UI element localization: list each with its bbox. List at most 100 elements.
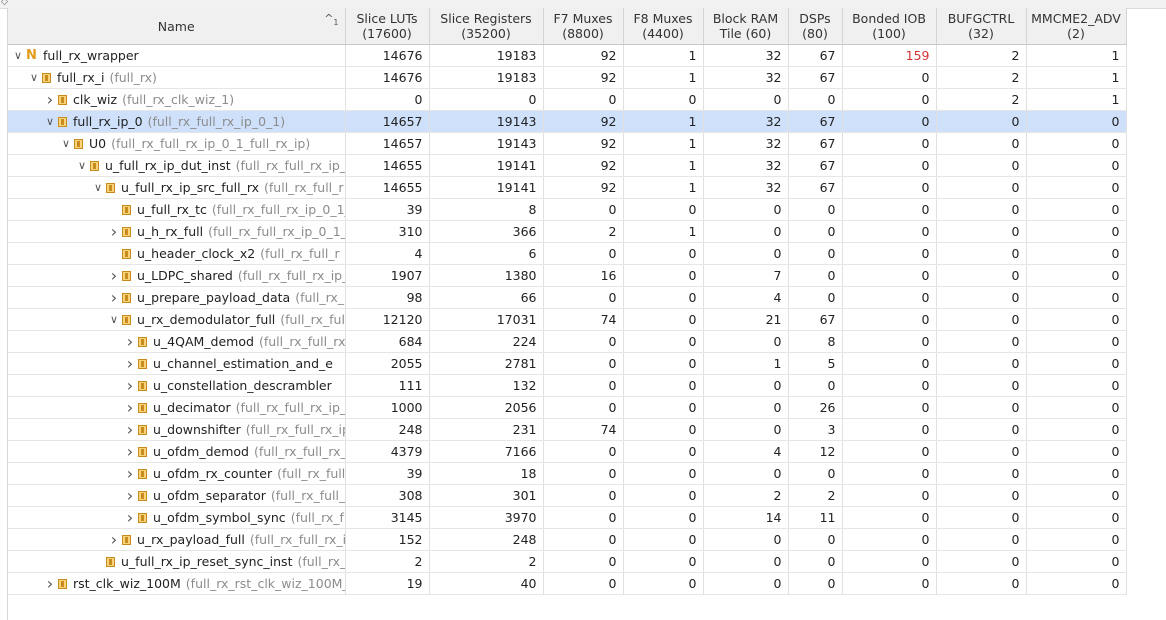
name-cell[interactable]: › u_decimator (full_rx_full_rx_ip_: [8, 396, 346, 419]
chevron-down-icon[interactable]: ∨: [77, 159, 87, 172]
table-row[interactable]: › u_constellation_descrambler 111 132 0 0 0 0 0 0…: [8, 374, 1127, 397]
table-row[interactable]: u_full_rx_ip_reset_sync_inst(full_rx_fu2…: [8, 550, 1127, 573]
instance-name: u_full_rx_ip_src_full_rx: [121, 180, 260, 195]
table-row[interactable]: ∨ full_rx_ip_0 (full_rx_full_rx_ip_0_1) 146…: [8, 110, 1127, 133]
column-header-capacity: (100): [872, 26, 906, 41]
table-row[interactable]: › u_4QAM_demod (full_rx_full_rx 684 224 0 0 0 8 0…: [8, 330, 1127, 353]
table-row[interactable]: › rst_clk_wiz_100M (full_rx_rst_clk_wiz_10…: [8, 572, 1127, 595]
table-row[interactable]: ∨ u_full_rx_ip_src_full_rx (full_rx_full_r…: [8, 176, 1127, 199]
column-header-f8-muxes[interactable]: F8 Muxes (4400): [623, 8, 704, 45]
chevron-right-icon[interactable]: ›: [46, 574, 54, 593]
name-cell[interactable]: › u_ofdm_symbol_sync (full_rx_f: [8, 506, 346, 529]
column-header-f7-muxes[interactable]: F7 Muxes (8800): [543, 8, 624, 45]
chevron-right-icon[interactable]: ›: [126, 354, 134, 373]
name-cell[interactable]: ∨ full_rx_ip_0 (full_rx_full_rx_ip_0_1): [8, 110, 346, 133]
value-cell: 67: [788, 154, 843, 177]
name-cell[interactable]: u_full_rx_tc (full_rx_full_rx_ip_0_1_: [8, 198, 346, 221]
name-cell[interactable]: › u_ofdm_demod (full_rx_full_rx_: [8, 440, 346, 463]
column-header-bufgctrl[interactable]: BUFGCTRL (32): [936, 8, 1027, 45]
chevron-right-icon[interactable]: ›: [126, 464, 134, 483]
name-cell[interactable]: › u_rx_payload_full (full_rx_full_rx_i: [8, 528, 346, 551]
name-cell[interactable]: › u_prepare_payload_data (full_rx_: [8, 286, 346, 309]
name-cell[interactable]: ∨ u_rx_demodulator_full (full_rx_ful: [8, 308, 346, 331]
table-row[interactable]: u_header_clock_x2 (full_rx_full_r 4 6 0 0 0 0 0 0…: [8, 242, 1127, 265]
chevron-right-icon[interactable]: ›: [110, 530, 118, 549]
name-cell[interactable]: › u_4QAM_demod (full_rx_full_rx: [8, 330, 346, 353]
value-cell: 6: [429, 242, 544, 265]
name-cell[interactable]: › u_ofdm_separator (full_rx_full_: [8, 484, 346, 507]
value-cell: 1: [1026, 88, 1127, 111]
sort-ascending-icon[interactable]: ^1: [324, 12, 339, 28]
chevron-right-icon[interactable]: ›: [126, 376, 134, 395]
chevron-right-icon[interactable]: ›: [46, 90, 54, 109]
table-row[interactable]: ∨ U0 (full_rx_full_rx_ip_0_1_full_rx_ip) 14…: [8, 132, 1127, 155]
table-row[interactable]: › u_ofdm_demod (full_rx_full_rx_ 4379 7166 0 0…: [8, 440, 1127, 463]
chevron-down-icon[interactable]: ∨: [45, 115, 55, 128]
chevron-right-icon[interactable]: ›: [126, 508, 134, 527]
name-cell[interactable]: › u_ofdm_rx_counter (full_rx_full: [8, 462, 346, 485]
name-cell[interactable]: ∨ u_full_rx_ip_dut_inst (full_rx_full_rx_i…: [8, 154, 346, 177]
name-cell[interactable]: ∨ u_full_rx_ip_src_full_rx (full_rx_full_r: [8, 176, 346, 199]
table-row[interactable]: › u_prepare_payload_data (full_rx_ 98 66 0 0 4 0…: [8, 286, 1127, 309]
value-cell: 0: [543, 198, 624, 221]
value-cell: 19141: [429, 176, 544, 199]
value-cell: 0: [842, 286, 937, 309]
value-cell: 2: [345, 550, 430, 573]
table-row[interactable]: › u_channel_estimation_and_e 2055 2781 0 0 1 5 0…: [8, 352, 1127, 375]
column-header-bonded-iob[interactable]: Bonded IOB (100): [842, 8, 937, 45]
name-cell[interactable]: › rst_clk_wiz_100M (full_rx_rst_clk_wiz_10…: [8, 572, 346, 595]
chevron-down-icon[interactable]: ∨: [13, 49, 23, 62]
table-row[interactable]: › u_ofdm_rx_counter (full_rx_full 39 18 0 0 0 0 0…: [8, 462, 1127, 485]
chevron-right-icon[interactable]: ›: [126, 420, 134, 439]
module-name: (full_rx_fu: [297, 554, 344, 569]
value-cell: 0: [703, 418, 789, 441]
name-cell[interactable]: › u_channel_estimation_and_e: [8, 352, 346, 375]
chevron-down-icon[interactable]: ∨: [93, 181, 103, 194]
column-header-slice-luts[interactable]: Slice LUTs (17600): [345, 8, 430, 45]
name-cell[interactable]: u_header_clock_x2 (full_rx_full_r: [8, 242, 346, 265]
table-row[interactable]: › u_LDPC_shared (full_rx_full_rx_ip_ 1907 13…: [8, 264, 1127, 287]
table-row[interactable]: u_full_rx_tc (full_rx_full_rx_ip_0_1_ 39 8 0…: [8, 198, 1127, 221]
name-cell[interactable]: › u_LDPC_shared (full_rx_full_rx_ip_: [8, 264, 346, 287]
table-row[interactable]: › clk_wiz (full_rx_clk_wiz_1) 0 0 0 0 0 0 0 2 1: [8, 88, 1127, 111]
chevron-right-icon[interactable]: ›: [110, 266, 118, 285]
chevron-right-icon[interactable]: ›: [126, 486, 134, 505]
value-cell: 12: [788, 440, 843, 463]
name-cell[interactable]: ∨ full_rx_i (full_rx): [8, 66, 346, 89]
name-cell[interactable]: u_full_rx_ip_reset_sync_inst (full_rx_fu: [8, 550, 346, 573]
instance-name: u_ofdm_symbol_sync: [153, 510, 286, 525]
column-header-name[interactable]: Name ^1: [8, 8, 346, 45]
table-row[interactable]: › u_rx_payload_full (full_rx_full_rx_i 152 2…: [8, 528, 1127, 551]
table-row[interactable]: › u_ofdm_symbol_sync (full_rx_f 3145 3970 0 0 1…: [8, 506, 1127, 529]
table-row[interactable]: ∨ u_rx_demodulator_full (full_rx_ful 12120 1…: [8, 308, 1127, 331]
column-header-mmcme2-adv[interactable]: MMCME2_ADV (2): [1026, 8, 1127, 45]
column-header-dsps[interactable]: DSPs (80): [788, 8, 843, 45]
name-cell[interactable]: › clk_wiz (full_rx_clk_wiz_1): [8, 88, 346, 111]
value-cell: 1380: [429, 264, 544, 287]
value-cell: 4: [703, 440, 789, 463]
value-cell: 14676: [345, 66, 430, 89]
name-cell[interactable]: › u_constellation_descrambler: [8, 374, 346, 397]
table-row[interactable]: › u_downshifter (full_rx_full_rx_ip 248 231 7…: [8, 418, 1127, 441]
chevron-right-icon[interactable]: ›: [110, 288, 118, 307]
chevron-right-icon[interactable]: ›: [126, 398, 134, 417]
name-cell[interactable]: › u_h_rx_full (full_rx_full_rx_ip_0_1_: [8, 220, 346, 243]
column-header-slice-registers[interactable]: Slice Registers (35200): [429, 8, 544, 45]
chevron-right-icon[interactable]: ›: [110, 222, 118, 241]
chevron-down-icon[interactable]: ∨: [109, 313, 119, 326]
table-row[interactable]: ∨ full_rx_i (full_rx) 14676 19183 92 1 32 67 0 2 1: [8, 66, 1127, 89]
column-header-block-ram[interactable]: Block RAM Tile (60): [703, 8, 789, 45]
table-row[interactable]: ∨ u_full_rx_ip_dut_inst (full_rx_full_rx_i…: [8, 154, 1127, 177]
value-cell: 0: [842, 374, 937, 397]
chevron-right-icon[interactable]: ›: [126, 332, 134, 351]
chevron-down-icon[interactable]: ∨: [61, 137, 71, 150]
table-row[interactable]: › u_h_rx_full (full_rx_full_rx_ip_0_1_ 310 3…: [8, 220, 1127, 243]
name-cell[interactable]: ∨ U0 (full_rx_full_rx_ip_0_1_full_rx_ip): [8, 132, 346, 155]
table-row[interactable]: › u_ofdm_separator (full_rx_full_ 308 301 0 0 2…: [8, 484, 1127, 507]
name-cell[interactable]: › u_downshifter (full_rx_full_rx_ip: [8, 418, 346, 441]
chevron-down-icon[interactable]: ∨: [29, 71, 39, 84]
table-row[interactable]: › u_decimator (full_rx_full_rx_ip_ 1000 2056…: [8, 396, 1127, 419]
chevron-right-icon[interactable]: ›: [126, 442, 134, 461]
